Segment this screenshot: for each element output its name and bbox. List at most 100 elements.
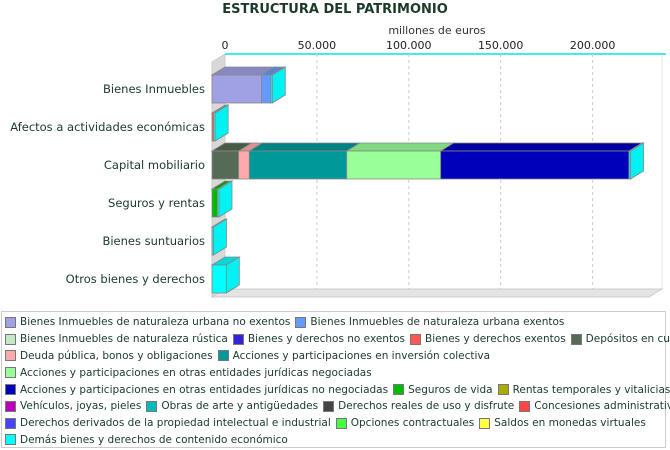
legend-row: Derechos derivados de la propiedad intel… bbox=[5, 415, 662, 432]
legend-item: Demás bienes y derechos de contenido eco… bbox=[5, 434, 288, 446]
bar-segment bbox=[211, 264, 227, 294]
legend-label: Acciones y participaciones en otras enti… bbox=[20, 383, 389, 396]
legend-label: Bienes Inmuebles de naturaleza urbana no… bbox=[20, 316, 291, 329]
legend-swatch bbox=[5, 350, 16, 362]
legend-item: Opciones contractuales bbox=[335, 417, 475, 430]
legend-swatch bbox=[393, 384, 405, 396]
bar-side bbox=[218, 180, 233, 218]
legend-label: Demás bienes y derechos de contenido eco… bbox=[20, 433, 288, 446]
legend-swatch bbox=[5, 367, 16, 379]
legend-item: Acciones y participaciones en inversión … bbox=[217, 349, 491, 362]
legend-swatch bbox=[295, 316, 307, 328]
bar-side bbox=[630, 142, 644, 180]
x-axis-label: millones de euros bbox=[388, 24, 486, 37]
x-tick-label: 150.000 bbox=[478, 39, 524, 52]
legend-swatch bbox=[5, 434, 16, 446]
legend-row: Acciones y participaciones en otras enti… bbox=[5, 364, 662, 381]
legend-item: Bienes y derechos exentos bbox=[409, 333, 566, 346]
legend-label: Bienes y derechos exentos bbox=[424, 333, 566, 346]
bar-segment bbox=[211, 188, 218, 218]
legend-label: Bienes Inmuebles de naturaleza rústica bbox=[20, 333, 228, 346]
bar-segment bbox=[261, 74, 272, 104]
legend: Bienes Inmuebles de naturaleza urbana no… bbox=[1, 311, 670, 449]
legend-swatch bbox=[5, 384, 16, 396]
legend-label: Acciones y participaciones en inversión … bbox=[232, 349, 491, 362]
legend-label: Derechos reales de uso y disfrute bbox=[338, 400, 515, 413]
legend-item: Seguros de vida bbox=[393, 383, 493, 396]
category-label: Otros bienes y derechos bbox=[66, 272, 205, 286]
legend-item: Obras de arte y antigüedades bbox=[146, 400, 318, 412]
bar-segment bbox=[238, 150, 250, 180]
legend-item: Saldos en monedas virtuales bbox=[479, 417, 646, 429]
bar-side bbox=[214, 104, 229, 142]
chart-title: ESTRUCTURA DEL PATRIMONIO bbox=[222, 2, 448, 17]
legend-label: Bienes Inmuebles de naturaleza urbana ex… bbox=[310, 316, 565, 329]
legend-row: Bienes Inmuebles de naturaleza rústica Bi… bbox=[5, 331, 670, 348]
x-tick-label: 0 bbox=[222, 39, 229, 52]
legend-label: Deuda pública, bonos y obligaciones bbox=[20, 349, 213, 362]
legend-label: Opciones contractuales bbox=[350, 417, 475, 430]
legend-item: Bienes Inmuebles de naturaleza rústica bbox=[5, 333, 228, 345]
category-label: Bienes suntuarios bbox=[102, 234, 205, 248]
category-label: Seguros y rentas bbox=[108, 196, 205, 210]
bar-side bbox=[225, 256, 240, 294]
legend-swatch bbox=[335, 417, 347, 429]
legend-row: Acciones y participaciones en otras enti… bbox=[5, 381, 670, 398]
bar-segment-top bbox=[345, 142, 456, 152]
category-label: Capital mobiliario bbox=[104, 158, 205, 172]
legend-item: Derechos derivados de la propiedad intel… bbox=[5, 417, 331, 429]
legend-item: Acciones y participaciones en otras enti… bbox=[5, 384, 388, 396]
legend-swatch bbox=[217, 350, 229, 362]
legend-swatch bbox=[5, 316, 16, 328]
bar-side bbox=[213, 218, 227, 256]
bar-segment bbox=[346, 150, 442, 180]
bar-segment bbox=[440, 150, 630, 180]
legend-swatch bbox=[5, 400, 16, 412]
legend-label: Depósitos en cuenta bbox=[585, 333, 670, 346]
category-label: Bienes Inmuebles bbox=[103, 82, 205, 96]
legend-item: Bienes Inmuebles de naturaleza urbana ex… bbox=[295, 316, 564, 328]
legend-label: Seguros de vida bbox=[408, 383, 493, 396]
legend-row: Demás bienes y derechos de contenido eco… bbox=[5, 432, 662, 449]
x-tick-label: 50.000 bbox=[298, 39, 337, 52]
legend-item: Depósitos en cuenta bbox=[570, 333, 670, 346]
legend-item: Concesiones administrativas bbox=[519, 400, 670, 412]
legend-item: Vehículos, joyas, pieles bbox=[5, 400, 141, 412]
plot-area: 0 50.000 100.000 150.000 200.000 Bienes Inmue… bbox=[10, 39, 666, 298]
legend-swatch bbox=[232, 333, 244, 345]
legend-item: Derechos reales de uso y disfrute bbox=[323, 400, 514, 412]
legend-item: Bienes y derechos no exentos bbox=[232, 333, 405, 346]
legend-label: Rentas temporales y vitalicias bbox=[512, 383, 670, 396]
legend-row: Bienes Inmuebles de naturaleza urbana no… bbox=[5, 314, 662, 331]
legend-swatch bbox=[323, 400, 335, 412]
bar-segment-top bbox=[247, 142, 362, 152]
legend-swatch bbox=[146, 400, 158, 412]
x-tick-label: 200.000 bbox=[570, 39, 616, 52]
legend-item: Bienes Inmuebles de naturaleza urbana no… bbox=[5, 316, 290, 328]
legend-item: Deuda pública, bonos y obligaciones bbox=[5, 350, 213, 362]
legend-row: Vehículos, joyas, pieles Obras de arte y … bbox=[5, 398, 670, 415]
legend-swatch bbox=[409, 333, 421, 345]
legend-row: Deuda pública, bonos y obligaciones Accio… bbox=[5, 348, 662, 365]
x-tick-label: 100.000 bbox=[386, 39, 432, 52]
legend-label: Obras de arte y antigüedades bbox=[161, 400, 319, 413]
bar-segment bbox=[248, 150, 348, 180]
legend-swatch bbox=[570, 333, 582, 345]
legend-label: Concesiones administrativas bbox=[534, 400, 670, 413]
legend-swatch bbox=[5, 333, 16, 345]
legend-label: Derechos derivados de la propiedad intel… bbox=[20, 417, 331, 430]
legend-swatch bbox=[479, 417, 491, 429]
legend-label: Vehículos, joyas, pieles bbox=[20, 400, 142, 413]
legend-label: Saldos en monedas virtuales bbox=[494, 417, 646, 430]
category-label: Afectos a actividades económicas bbox=[10, 120, 205, 134]
legend-label: Bienes y derechos no exentos bbox=[247, 333, 405, 346]
legend-label: Acciones y participaciones en otras enti… bbox=[20, 366, 372, 379]
legend-item: Rentas temporales y vitalicias bbox=[497, 383, 670, 396]
bar-segment-top bbox=[439, 142, 644, 152]
legend-swatch bbox=[497, 384, 509, 396]
bar-side bbox=[271, 66, 286, 104]
bar-segment bbox=[211, 150, 240, 180]
bar-segment bbox=[211, 74, 262, 104]
legend-swatch bbox=[519, 400, 531, 412]
